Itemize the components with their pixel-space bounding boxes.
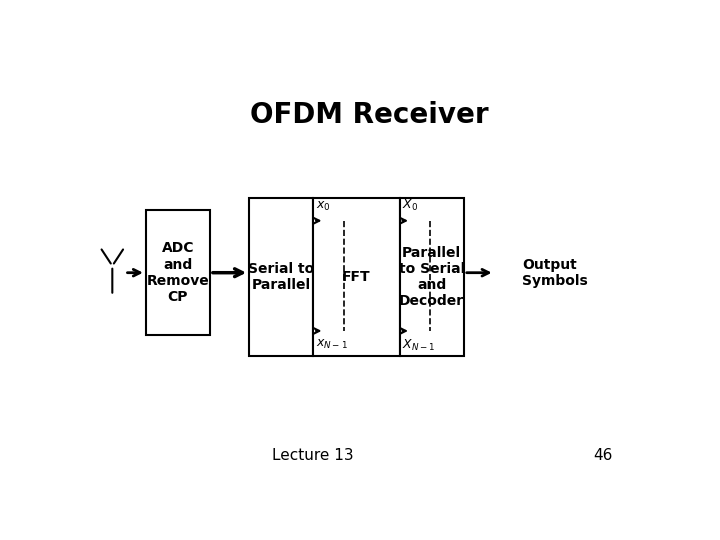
Bar xyxy=(313,198,400,356)
Text: ADC
and
Remove
CP: ADC and Remove CP xyxy=(146,241,210,304)
Text: Lecture 13: Lecture 13 xyxy=(272,448,354,463)
Text: 46: 46 xyxy=(594,448,613,463)
Text: FFT: FFT xyxy=(342,270,371,284)
Bar xyxy=(145,211,210,335)
Text: $x_0$: $x_0$ xyxy=(316,200,330,213)
Text: $x_{N-1}$: $x_{N-1}$ xyxy=(316,339,348,352)
Bar xyxy=(249,198,313,356)
Text: Output
Symbols: Output Symbols xyxy=(523,258,588,288)
Text: $X_{N-1}$: $X_{N-1}$ xyxy=(402,339,436,354)
Text: Serial to
Parallel: Serial to Parallel xyxy=(248,262,314,292)
Text: $X_0$: $X_0$ xyxy=(402,198,418,213)
Bar xyxy=(400,198,464,356)
Text: Parallel
to Serial
and
Decoder: Parallel to Serial and Decoder xyxy=(399,246,465,308)
Text: OFDM Receiver: OFDM Receiver xyxy=(250,100,488,129)
